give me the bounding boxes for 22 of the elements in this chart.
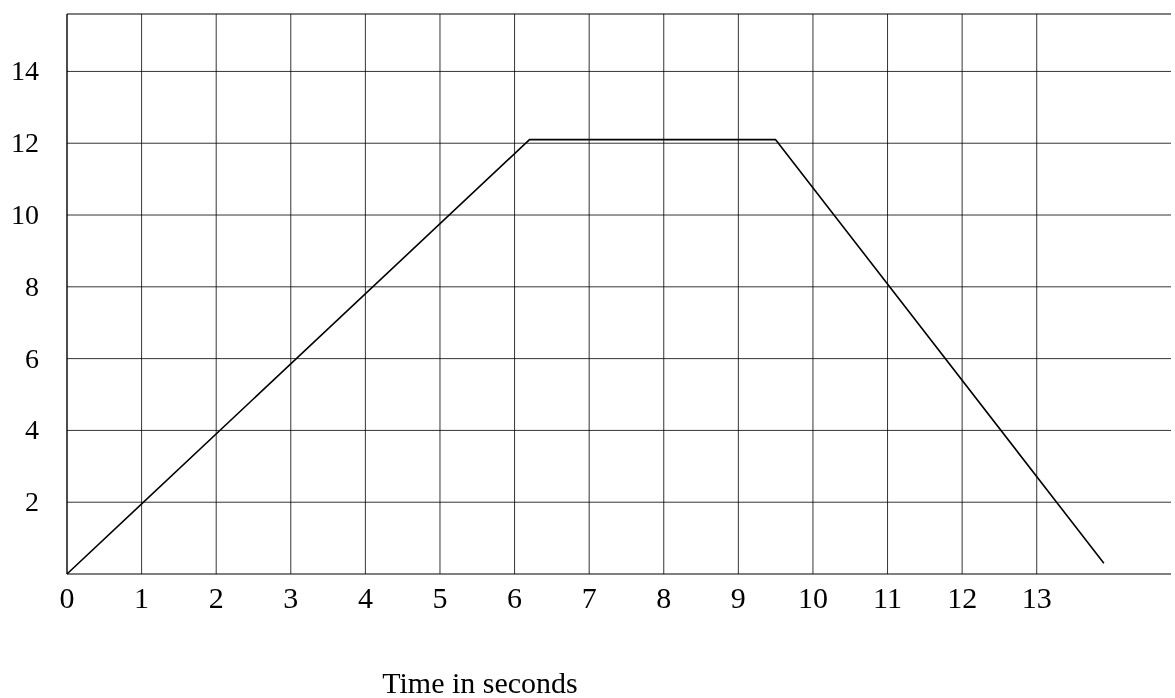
x-tick-label: 4 — [357, 581, 373, 614]
y-tick-label: 4 — [25, 414, 39, 446]
y-tick-label: 6 — [25, 342, 39, 374]
y-tick-label: 2 — [25, 486, 39, 518]
x-tick-label: 10 — [797, 581, 828, 614]
y-tick-label: 12 — [11, 127, 39, 159]
x-tick-label: 8 — [656, 581, 672, 614]
x-tick-label: 1 — [134, 581, 150, 614]
x-tick-label: 12 — [947, 581, 978, 614]
x-tick-label: 11 — [873, 581, 902, 614]
y-tick-label: 14 — [11, 55, 39, 87]
y-tick-label: 8 — [25, 270, 39, 302]
x-tick-label: 3 — [283, 581, 299, 614]
y-tick-label: 10 — [11, 199, 39, 231]
x-tick-label: 0 — [59, 581, 75, 614]
x-axis-title: Time in seconds — [382, 666, 578, 698]
x-tick-label: 13 — [1021, 581, 1052, 614]
x-tick-label: 2 — [208, 581, 224, 614]
x-tick-label: 9 — [730, 581, 746, 614]
x-tick-label: 6 — [507, 581, 523, 614]
x-tick-label: 5 — [432, 581, 448, 614]
x-tick-label: 7 — [581, 581, 597, 614]
